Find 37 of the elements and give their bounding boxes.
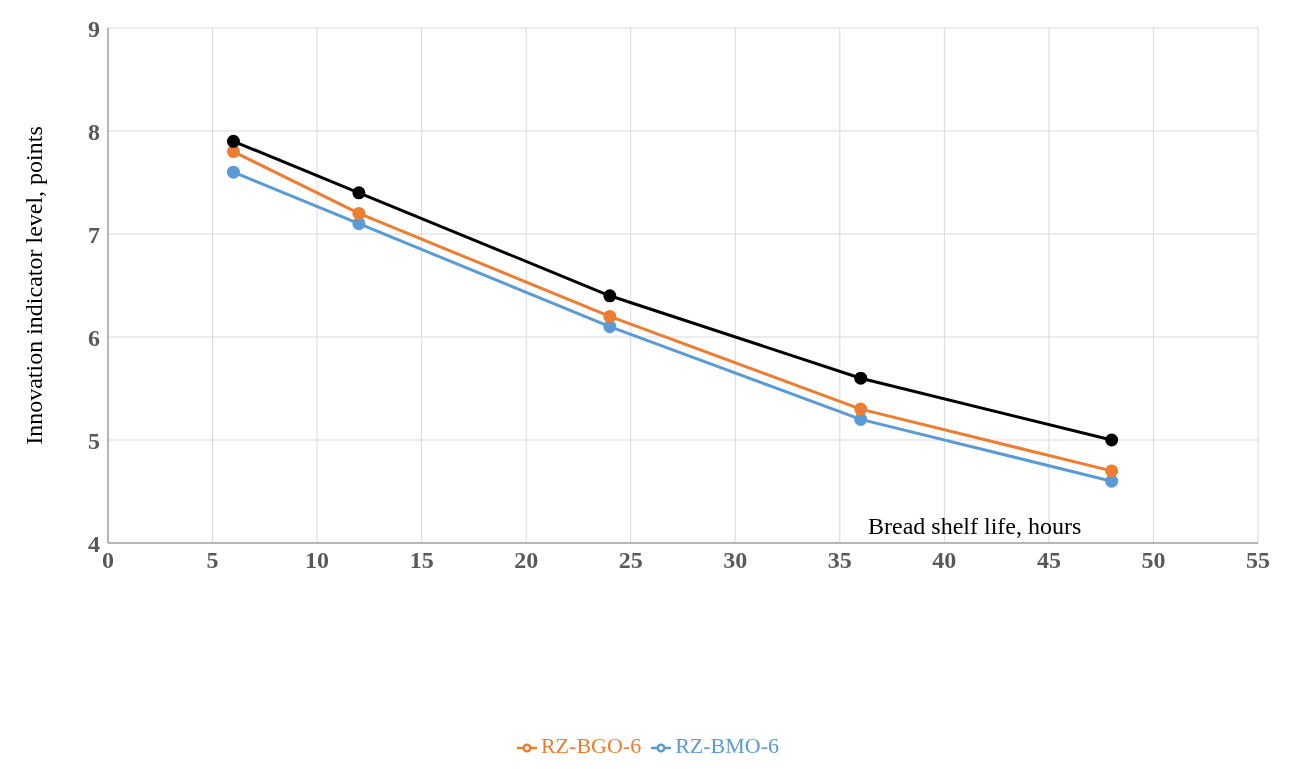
point <box>1105 433 1119 447</box>
y-tick-label: 4 <box>88 530 100 557</box>
point <box>854 412 868 426</box>
x-tick-label: 30 <box>723 547 748 574</box>
y-axis-title: Innovation indicator level, points <box>20 126 47 445</box>
point <box>352 186 366 200</box>
x-tick-label: 25 <box>618 547 643 574</box>
x-tick-label: 50 <box>1141 547 1166 574</box>
y-tick-label: 8 <box>88 118 100 145</box>
x-tick-label: 0 <box>102 547 114 574</box>
x-tick-label: 10 <box>305 547 330 574</box>
point <box>1105 474 1119 488</box>
x-tick-label: 35 <box>827 547 852 574</box>
point <box>603 320 617 334</box>
point <box>854 371 868 385</box>
point <box>603 309 617 323</box>
x-tick-label: 5 <box>206 547 219 574</box>
x-tick-label: 45 <box>1036 547 1061 574</box>
legend-label: RZ-BGO-6 <box>540 733 642 758</box>
point <box>352 217 366 231</box>
x-tick-label: 15 <box>409 547 434 574</box>
point <box>226 134 240 148</box>
point <box>603 289 617 303</box>
x-tick-label: 20 <box>514 547 539 574</box>
y-tick-label: 7 <box>88 221 100 248</box>
y-tick-label: 9 <box>88 15 100 42</box>
point <box>1105 464 1119 478</box>
x-tick-label: 55 <box>1246 547 1270 574</box>
legend-label: RZ-BMO-6 <box>675 733 780 758</box>
x-axis-title: Bread shelf life, hours <box>868 513 1082 540</box>
point <box>226 145 240 159</box>
point <box>226 165 240 179</box>
y-tick-label: 6 <box>88 324 100 351</box>
x-tick-label: 40 <box>932 547 957 574</box>
point <box>352 206 366 220</box>
point <box>854 402 868 416</box>
y-tick-label: 5 <box>88 427 100 454</box>
